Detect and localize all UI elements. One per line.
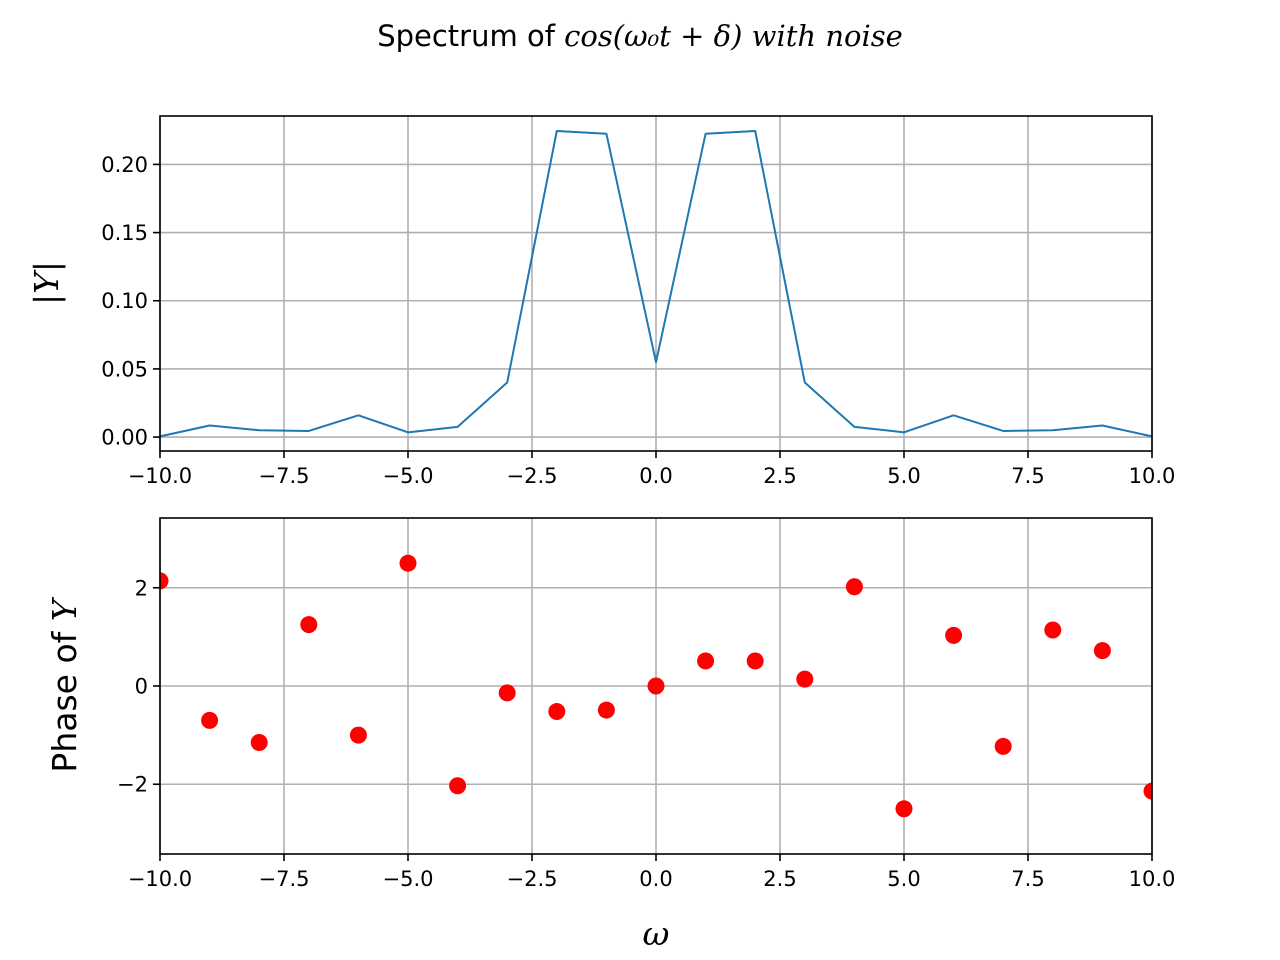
phase-y-axis-label-math: Y — [45, 596, 84, 621]
phase-plot: −10.0 −7.5 −5.0 −2.5 0.0 2.5 5.0 7.5 10.0 −2 0 2 Ph… — [45, 517, 1175, 953]
phase-x-tick-label: 7.5 — [1011, 867, 1044, 891]
phase-y-tick-label: 2 — [135, 576, 148, 600]
figure-title: Spectrum of cos(ω₀t + δ) with noise — [377, 19, 903, 53]
magnitude-x-tick-label: −10.0 — [128, 464, 192, 488]
magnitude-y-tick-label: 0.15 — [101, 221, 148, 245]
phase-point — [300, 616, 318, 634]
magnitude-y-tick-label: 0.05 — [101, 357, 148, 381]
phase-y-axis-label-prefix: Phase of — [45, 621, 84, 772]
phase-series — [160, 554, 1152, 818]
phase-point — [1093, 642, 1111, 660]
magnitude-x-tick-label: −7.5 — [259, 464, 310, 488]
phase-point — [399, 554, 417, 572]
omega-x-axis-label: ω — [643, 914, 670, 953]
magnitude-x-tick-label: 5.0 — [887, 464, 920, 488]
figure-title-prefix: Spectrum of — [377, 19, 564, 53]
phase-x-tick-label: 2.5 — [763, 867, 796, 891]
phase-y-axis-label: Phase of Y — [45, 596, 84, 772]
phase-point — [250, 733, 268, 751]
phase-x-tick-label: 5.0 — [887, 867, 920, 891]
phase-point — [845, 578, 863, 596]
magnitude-y-tick-label: 0.00 — [101, 426, 148, 450]
phase-point — [697, 652, 715, 670]
phase-point — [597, 701, 615, 719]
magnitude-y-axis-label-text: |Y| — [27, 261, 66, 305]
phase-point — [548, 703, 566, 721]
magnitude-y-tick-label: 0.10 — [101, 289, 148, 313]
phase-y-tick-label: −2 — [117, 773, 148, 797]
magnitude-x-tick-label: −5.0 — [383, 464, 434, 488]
magnitude-x-tick-label: 7.5 — [1011, 464, 1044, 488]
phase-x-tick-label: −2.5 — [507, 867, 558, 891]
phase-ticks: −10.0 −7.5 −5.0 −2.5 0.0 2.5 5.0 7.5 10.0 −2 0 2 — [117, 576, 1175, 891]
phase-point — [349, 726, 367, 744]
phase-x-tick-label: −5.0 — [383, 867, 434, 891]
magnitude-plot: −10.0 −7.5 −5.0 −2.5 0.0 2.5 5.0 7.5 10.0 0.00 0.0… — [27, 115, 1175, 488]
magnitude-line — [159, 130, 1153, 438]
phase-point — [1044, 621, 1062, 639]
phase-point — [895, 800, 913, 818]
phase-x-tick-label: 0.0 — [639, 867, 672, 891]
magnitude-series — [159, 130, 1153, 438]
phase-x-tick-label: −10.0 — [128, 867, 192, 891]
phase-point — [1143, 782, 1152, 800]
phase-point — [994, 737, 1012, 755]
phase-point — [498, 684, 516, 702]
phase-point — [796, 670, 814, 688]
phase-point — [201, 711, 219, 729]
phase-x-tick-label: −7.5 — [259, 867, 310, 891]
phase-point — [945, 626, 963, 644]
magnitude-ticks: −10.0 −7.5 −5.0 −2.5 0.0 2.5 5.0 7.5 10.0 0.00 0.0… — [101, 153, 1175, 488]
phase-point — [160, 572, 169, 590]
phase-point — [449, 777, 467, 795]
figure-title-math: cos(ω₀t + δ) with noise — [564, 19, 903, 53]
phase-point — [647, 677, 665, 695]
phase-point — [746, 652, 764, 670]
magnitude-y-tick-label: 0.20 — [101, 153, 148, 177]
magnitude-y-axis-label: |Y| — [27, 261, 66, 305]
magnitude-grid — [159, 116, 1153, 451]
magnitude-x-tick-label: −2.5 — [507, 464, 558, 488]
magnitude-x-tick-label: 0.0 — [639, 464, 672, 488]
magnitude-x-tick-label: 10.0 — [1129, 464, 1176, 488]
magnitude-x-tick-label: 2.5 — [763, 464, 796, 488]
phase-x-tick-label: 10.0 — [1129, 867, 1176, 891]
phase-y-tick-label: 0 — [135, 675, 148, 699]
